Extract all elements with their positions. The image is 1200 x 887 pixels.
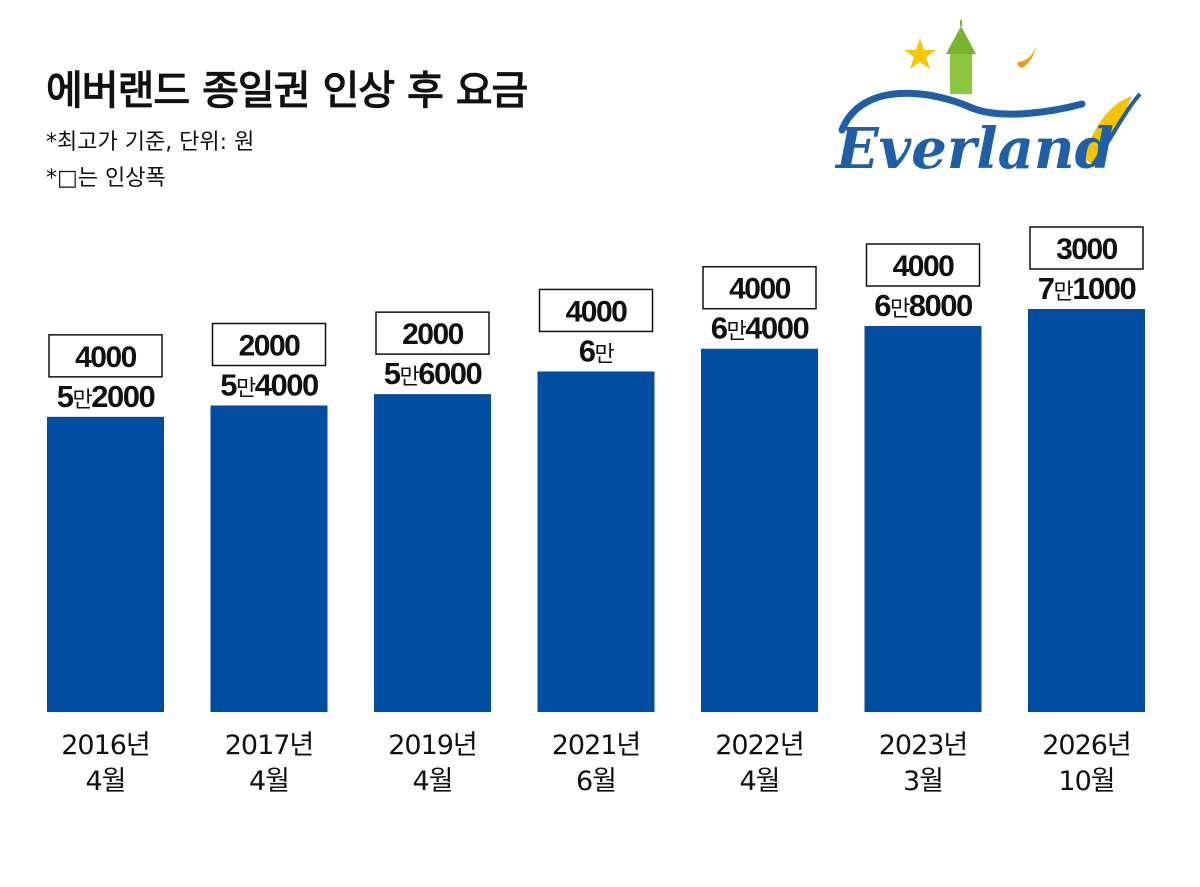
chart-title: 에버랜드 종일권 인상 후 요금	[46, 68, 528, 114]
x-tick-label-month: 4월	[249, 766, 289, 797]
x-tick-label-year: 2023년	[879, 730, 968, 761]
bar-value-label: 5만6000	[384, 356, 482, 391]
x-tick-label-year: 2019년	[388, 730, 477, 761]
increase-label: 2000	[402, 318, 464, 351]
bar-value-label: 6만	[579, 333, 615, 368]
x-tick-label-year: 2026년	[1042, 730, 1131, 761]
bar-value-label: 5만2000	[57, 379, 155, 414]
x-tick-label-year: 2017년	[225, 730, 314, 761]
bar-value-label: 6만4000	[711, 311, 809, 346]
x-tick-label-year: 2022년	[715, 730, 804, 761]
logo-moon-icon	[1017, 46, 1036, 68]
increase-label: 4000	[893, 250, 955, 283]
increase-box	[865, 243, 981, 287]
increase-box	[211, 322, 327, 367]
x-tick-label-year: 2016년	[61, 730, 150, 761]
logo-tower-icon	[950, 50, 972, 94]
x-tick-label-month: 4월	[85, 766, 125, 797]
bar	[374, 394, 491, 712]
bar-value-label: 6만8000	[874, 288, 972, 323]
x-tick-label-year: 2021년	[552, 730, 641, 761]
increase-box	[702, 265, 817, 310]
increase-label: 2000	[239, 329, 301, 362]
bar	[864, 326, 982, 712]
everland-logo: Everland	[834, 20, 1142, 180]
increase-box	[375, 311, 490, 355]
bar	[701, 348, 818, 712]
bar	[1028, 309, 1145, 712]
x-tick-label-month: 4월	[412, 766, 452, 797]
x-tick-label-month: 6월	[576, 766, 616, 797]
bar	[210, 405, 328, 712]
bar	[47, 416, 164, 712]
increase-box	[538, 288, 654, 333]
bar	[537, 371, 655, 712]
x-tick-label-month: 4월	[739, 766, 779, 797]
increase-label: 3000	[1056, 233, 1118, 266]
x-tick-label-month: 3월	[903, 766, 943, 797]
unit-note: *최고가 기준, 단위: 원	[46, 130, 255, 155]
increase-label: 4000	[75, 341, 137, 374]
increase-box	[1029, 226, 1144, 270]
increase-note: *□는 인상폭	[46, 166, 166, 191]
bar-value-label: 7만1000	[1038, 271, 1136, 306]
increase-label: 4000	[729, 273, 791, 306]
increase-label: 4000	[566, 295, 628, 328]
x-tick-label-month: 10월	[1058, 766, 1114, 797]
logo-wordmark: Everland	[834, 116, 1114, 180]
logo-star-icon	[904, 38, 936, 69]
increase-box	[48, 334, 163, 378]
bar-value-label: 5만4000	[220, 367, 318, 402]
